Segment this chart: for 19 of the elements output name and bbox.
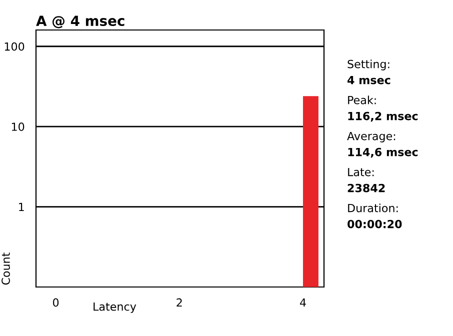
x-axis-title: Latency bbox=[94, 302, 136, 313]
text: Duration: bbox=[348, 204, 398, 212]
text: 114,6 msec bbox=[348, 148, 418, 158]
text: Average: bbox=[347, 132, 396, 142]
y-axis-title: Count bbox=[2, 252, 10, 285]
text: 116,2 msec bbox=[348, 112, 418, 122]
x-tick-label: 0 bbox=[52, 298, 59, 307]
y-tick-label: 100 bbox=[4, 42, 24, 51]
text: Setting: bbox=[348, 60, 390, 70]
x-tick-label: 4 bbox=[300, 298, 306, 307]
text: 00:00:20 bbox=[348, 220, 402, 228]
y-tick-label: 10 bbox=[12, 122, 24, 131]
text: 4 msec bbox=[348, 76, 390, 84]
text: 23842 bbox=[348, 184, 385, 192]
y-tick-label: 1 bbox=[19, 202, 24, 212]
text: Late: bbox=[348, 168, 374, 176]
x-tick-label: 2 bbox=[176, 298, 182, 307]
chart-title: A @ 4 msec bbox=[36, 16, 124, 28]
text: Peak: bbox=[348, 96, 376, 104]
